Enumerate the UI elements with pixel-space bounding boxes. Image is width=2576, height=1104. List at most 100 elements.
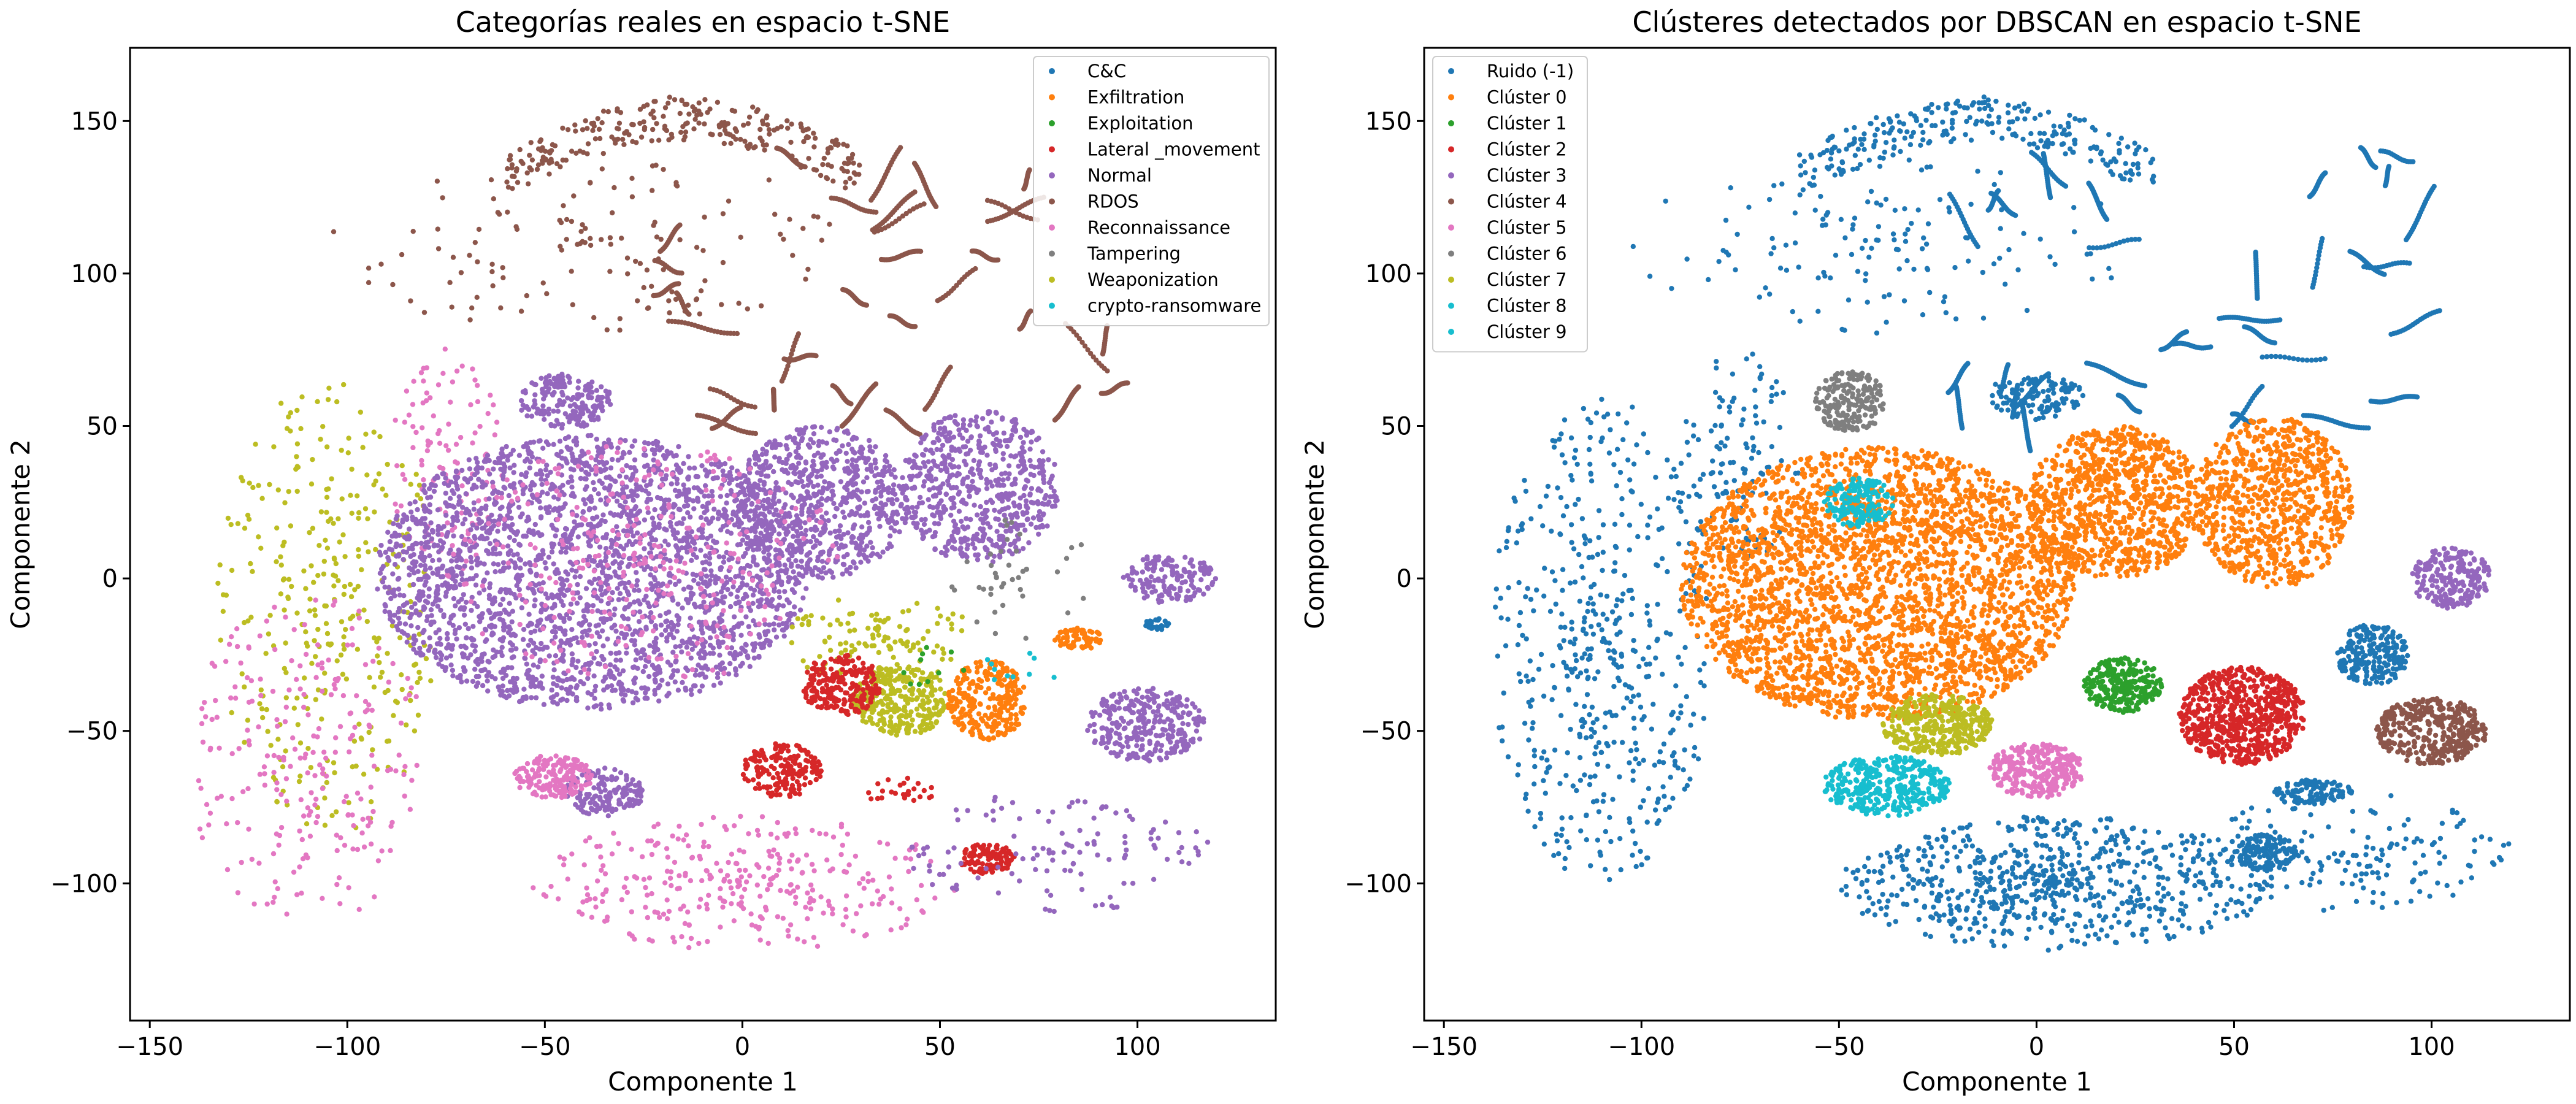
scatter-point bbox=[505, 454, 510, 459]
scatter-point bbox=[719, 631, 724, 636]
scatter-point bbox=[699, 878, 704, 883]
scatter-point bbox=[454, 442, 459, 447]
scatter-point bbox=[649, 891, 654, 896]
scatter-point bbox=[321, 749, 326, 754]
scatter-point bbox=[524, 456, 529, 461]
scatter-point bbox=[394, 509, 399, 514]
scatter-point bbox=[487, 585, 492, 590]
scatter-point bbox=[973, 266, 978, 271]
scatter-point bbox=[675, 622, 680, 627]
scatter-point bbox=[592, 896, 597, 901]
scatter-point bbox=[422, 310, 427, 315]
scatter-point bbox=[703, 610, 708, 615]
scatter-point bbox=[225, 867, 230, 872]
scatter-point bbox=[388, 767, 393, 772]
scatter-point bbox=[846, 160, 851, 165]
scatter-point bbox=[772, 501, 777, 506]
scatter-point bbox=[488, 541, 493, 546]
scatter-point bbox=[612, 607, 617, 611]
scatter-point bbox=[589, 692, 594, 697]
scatter-point bbox=[778, 888, 783, 893]
scatter-point bbox=[711, 507, 716, 512]
scatter-point bbox=[319, 716, 324, 721]
scatter-point bbox=[233, 696, 238, 700]
scatter-point bbox=[443, 475, 448, 480]
scatter-point bbox=[786, 933, 791, 938]
scatter-point bbox=[679, 98, 684, 102]
scatter-point bbox=[459, 597, 464, 602]
scatter-point bbox=[806, 135, 811, 140]
scatter-point bbox=[598, 854, 603, 859]
scatter-point bbox=[680, 605, 684, 610]
scatter-point bbox=[511, 470, 516, 475]
scatter-point bbox=[696, 941, 701, 946]
scatter-point bbox=[515, 180, 520, 185]
scatter-point bbox=[409, 612, 414, 617]
scatter-point bbox=[774, 873, 779, 878]
scatter-point bbox=[558, 854, 562, 859]
scatter-point bbox=[663, 477, 668, 481]
scatter-point bbox=[329, 692, 334, 697]
scatter-point bbox=[645, 306, 650, 311]
scatter-point bbox=[429, 613, 434, 618]
scatter-point bbox=[559, 685, 564, 690]
scatter-point bbox=[756, 833, 761, 838]
scatter-point bbox=[696, 121, 701, 126]
scatter-point bbox=[421, 477, 426, 482]
scatter-point bbox=[449, 558, 454, 563]
scatter-point bbox=[845, 832, 850, 837]
scatter-point bbox=[743, 615, 748, 619]
scatter-point bbox=[588, 433, 593, 438]
scatter-point bbox=[282, 607, 286, 612]
scatter-point bbox=[592, 577, 597, 582]
scatter-point bbox=[776, 623, 781, 627]
scatter-point bbox=[366, 266, 371, 270]
scatter-point bbox=[583, 470, 588, 475]
scatter-point bbox=[560, 126, 565, 131]
scatter-point bbox=[498, 506, 503, 511]
scatter-point bbox=[541, 280, 546, 285]
scatter-point bbox=[600, 481, 605, 486]
scatter-point bbox=[744, 880, 749, 884]
scatter-point bbox=[333, 749, 338, 754]
scatter-point bbox=[371, 482, 376, 487]
scatter-point bbox=[500, 638, 505, 643]
scatter-point bbox=[558, 550, 563, 554]
scatter-point bbox=[695, 485, 700, 490]
scatter-point bbox=[689, 641, 694, 646]
scatter-point bbox=[491, 561, 496, 566]
scatter-point bbox=[256, 861, 261, 865]
scatter-point bbox=[667, 909, 672, 914]
scatter-point bbox=[415, 680, 420, 685]
scatter-point bbox=[312, 773, 317, 778]
scatter-point bbox=[739, 621, 744, 626]
scatter-point bbox=[761, 874, 766, 879]
scatter-point bbox=[388, 848, 393, 853]
scatter-point bbox=[604, 535, 608, 540]
scatter-point bbox=[537, 499, 542, 504]
scatter-point bbox=[393, 562, 397, 567]
scatter-point bbox=[553, 625, 558, 630]
scatter-point bbox=[366, 549, 370, 554]
scatter-point bbox=[401, 772, 406, 777]
scatter-point bbox=[284, 799, 289, 803]
scatter-point bbox=[746, 831, 751, 836]
scatter-point bbox=[413, 608, 418, 613]
scatter-point bbox=[279, 562, 284, 567]
scatter-point bbox=[715, 475, 720, 480]
scatter-point bbox=[370, 747, 375, 752]
scatter-point bbox=[458, 644, 463, 649]
scatter-point bbox=[752, 588, 757, 592]
scatter-point bbox=[653, 220, 657, 224]
scatter-point bbox=[527, 165, 532, 170]
scatter-point bbox=[662, 526, 667, 531]
scatter-point bbox=[236, 890, 240, 895]
scatter-point bbox=[455, 475, 460, 480]
scatter-point bbox=[342, 799, 347, 804]
scatter-point bbox=[260, 715, 265, 720]
scatter-point bbox=[300, 837, 305, 842]
scatter-point bbox=[760, 916, 765, 921]
scatter-point bbox=[539, 477, 543, 481]
scatter-point bbox=[513, 224, 518, 229]
scatter-point bbox=[841, 168, 846, 173]
